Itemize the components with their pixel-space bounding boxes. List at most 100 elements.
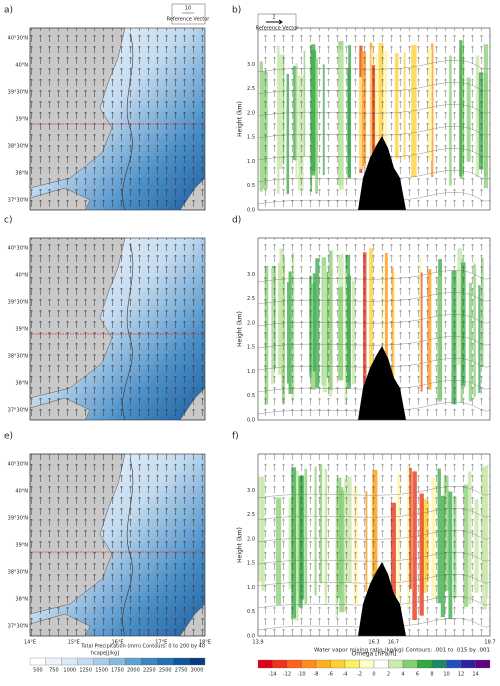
colorbar-tick-label: 4 [401, 672, 404, 678]
colorbar-tick-label: 2500 [159, 668, 172, 674]
y-tick-label: 2.0 [247, 320, 255, 326]
colorbar-tick-label: -4 [343, 672, 348, 678]
colorbar-swatch [141, 657, 158, 666]
colorbar-swatch [475, 659, 491, 669]
x-tick-label: 18.7 [484, 640, 495, 646]
ref-vector-magnitude: 10 [185, 6, 191, 12]
ref-vector-label: Reference Vector [256, 26, 300, 32]
colorbar-tick-label: 1500 [95, 668, 108, 674]
y-tick-label: 3.0 [247, 62, 255, 68]
colorbar-swatch [29, 657, 47, 666]
colorbar-tick-label: 500 [33, 668, 43, 674]
lat-label: 39°30'N [8, 516, 29, 522]
colorbar-swatch [388, 659, 404, 669]
x-tick-label: 13.9 [252, 640, 263, 646]
lat-label: 39°30'N [8, 90, 29, 96]
colorbar-title: hcape[J/kg] [91, 651, 119, 657]
colorbar-swatch [330, 659, 346, 669]
colorbar-tick-label: 1750 [111, 668, 124, 674]
lat-label: 39°N [15, 543, 28, 549]
y-tick-label: 1.0 [247, 369, 255, 375]
colorbar-swatch [61, 657, 78, 666]
colorbar-tick-label: -2 [357, 672, 362, 678]
y-tick-label: 0.0 [247, 418, 255, 424]
colorbar-tick-label: 2750 [175, 668, 188, 674]
panel-label: e) [4, 432, 13, 442]
lat-label: 37°30'N [8, 408, 29, 414]
colorbar-tick-label: 1000 [63, 668, 76, 674]
colorbar-tick-label: 12 [458, 672, 464, 678]
colorbar-swatch [460, 659, 476, 669]
panel-label: b) [232, 6, 241, 16]
colorbar-swatch [373, 659, 389, 669]
colorbar-swatch [431, 659, 447, 669]
colorbar-swatch [359, 659, 375, 669]
terrain [358, 562, 406, 636]
lat-label: 38°N [15, 597, 28, 603]
y-axis-title: Height (km) [237, 311, 244, 347]
colorbar-tick-label: 8 [430, 672, 433, 678]
y-tick-label: 0.5 [247, 393, 255, 399]
terrain [358, 346, 406, 420]
terrain [358, 136, 406, 210]
ref-vector-label: Reference Vector [167, 17, 211, 23]
colorbar-swatch [286, 659, 302, 669]
lat-label: 40°30'N [8, 36, 29, 42]
section-frame [257, 27, 491, 211]
colorbar-swatch [125, 657, 142, 666]
colorbar-tick-label: 2250 [143, 668, 156, 674]
lat-label: 37°30'N [8, 624, 29, 630]
colorbar-swatch [45, 657, 62, 666]
lat-label: 39°N [15, 117, 28, 123]
y-tick-label: 1.5 [247, 345, 255, 351]
colorbar-tick-label: -6 [328, 672, 333, 678]
colorbar-swatch [315, 659, 331, 669]
lat-label: 40°N [15, 489, 28, 495]
lat-label: 38°30'N [8, 570, 29, 576]
y-axis-title: Height (km) [237, 527, 244, 563]
colorbar-swatch [93, 657, 110, 666]
lat-label: 38°30'N [8, 144, 29, 150]
lat-label: 38°N [15, 171, 28, 177]
colorbar-swatch [417, 659, 433, 669]
colorbar-swatch [257, 659, 273, 669]
x-tick-label: 16.7 [388, 640, 399, 646]
x-tick-label: 16.3 [368, 640, 379, 646]
colorbar-tick-label: 0 [372, 672, 375, 678]
lat-label: 37°30'N [8, 198, 29, 204]
colorbar-tick-label: 3000 [191, 668, 204, 674]
lat-label: 38°N [15, 381, 28, 387]
panel-label: c) [4, 216, 12, 226]
panel-label: d) [232, 216, 241, 226]
colorbar-swatch [173, 657, 190, 666]
colorbar-swatch [301, 659, 317, 669]
lat-label: 40°N [15, 273, 28, 279]
colorbar-tick-label: -14 [268, 672, 276, 678]
colorbar-swatch [157, 657, 174, 666]
map-frame [29, 237, 206, 421]
colorbar-tick-label: 750 [49, 668, 59, 674]
x-axis-title: Water vapor mixing ratio (kg/kg) Contour… [314, 648, 490, 654]
y-axis-title: Height (km) [237, 101, 244, 137]
section-frame [257, 453, 491, 637]
y-tick-label: 0.5 [247, 183, 255, 189]
y-tick-label: 2.5 [247, 512, 255, 518]
y-tick-label: 0.0 [247, 208, 255, 214]
colorbar-swatch [272, 659, 288, 669]
precip-caption: Total Precipitation (mm) Contours: 0 to … [80, 644, 205, 650]
y-tick-label: 2.0 [247, 536, 255, 542]
y-tick-label: 3.0 [247, 488, 255, 494]
colorbar-tick-label: 10 [443, 672, 449, 678]
panel-label: a) [4, 6, 13, 16]
colorbar-tick-label: -12 [283, 672, 291, 678]
colorbar-tick-label: -10 [297, 672, 305, 678]
ref-vector-magnitude: 2 [272, 15, 275, 21]
wind-arrows [30, 28, 205, 210]
y-tick-label: 1.0 [247, 159, 255, 165]
wind-arrows [30, 454, 205, 636]
ref-vector-box [171, 3, 206, 25]
section-frame [257, 237, 491, 421]
y-tick-label: 0.5 [247, 609, 255, 615]
y-tick-label: 2.5 [247, 86, 255, 92]
colorbar-swatch [188, 657, 206, 666]
